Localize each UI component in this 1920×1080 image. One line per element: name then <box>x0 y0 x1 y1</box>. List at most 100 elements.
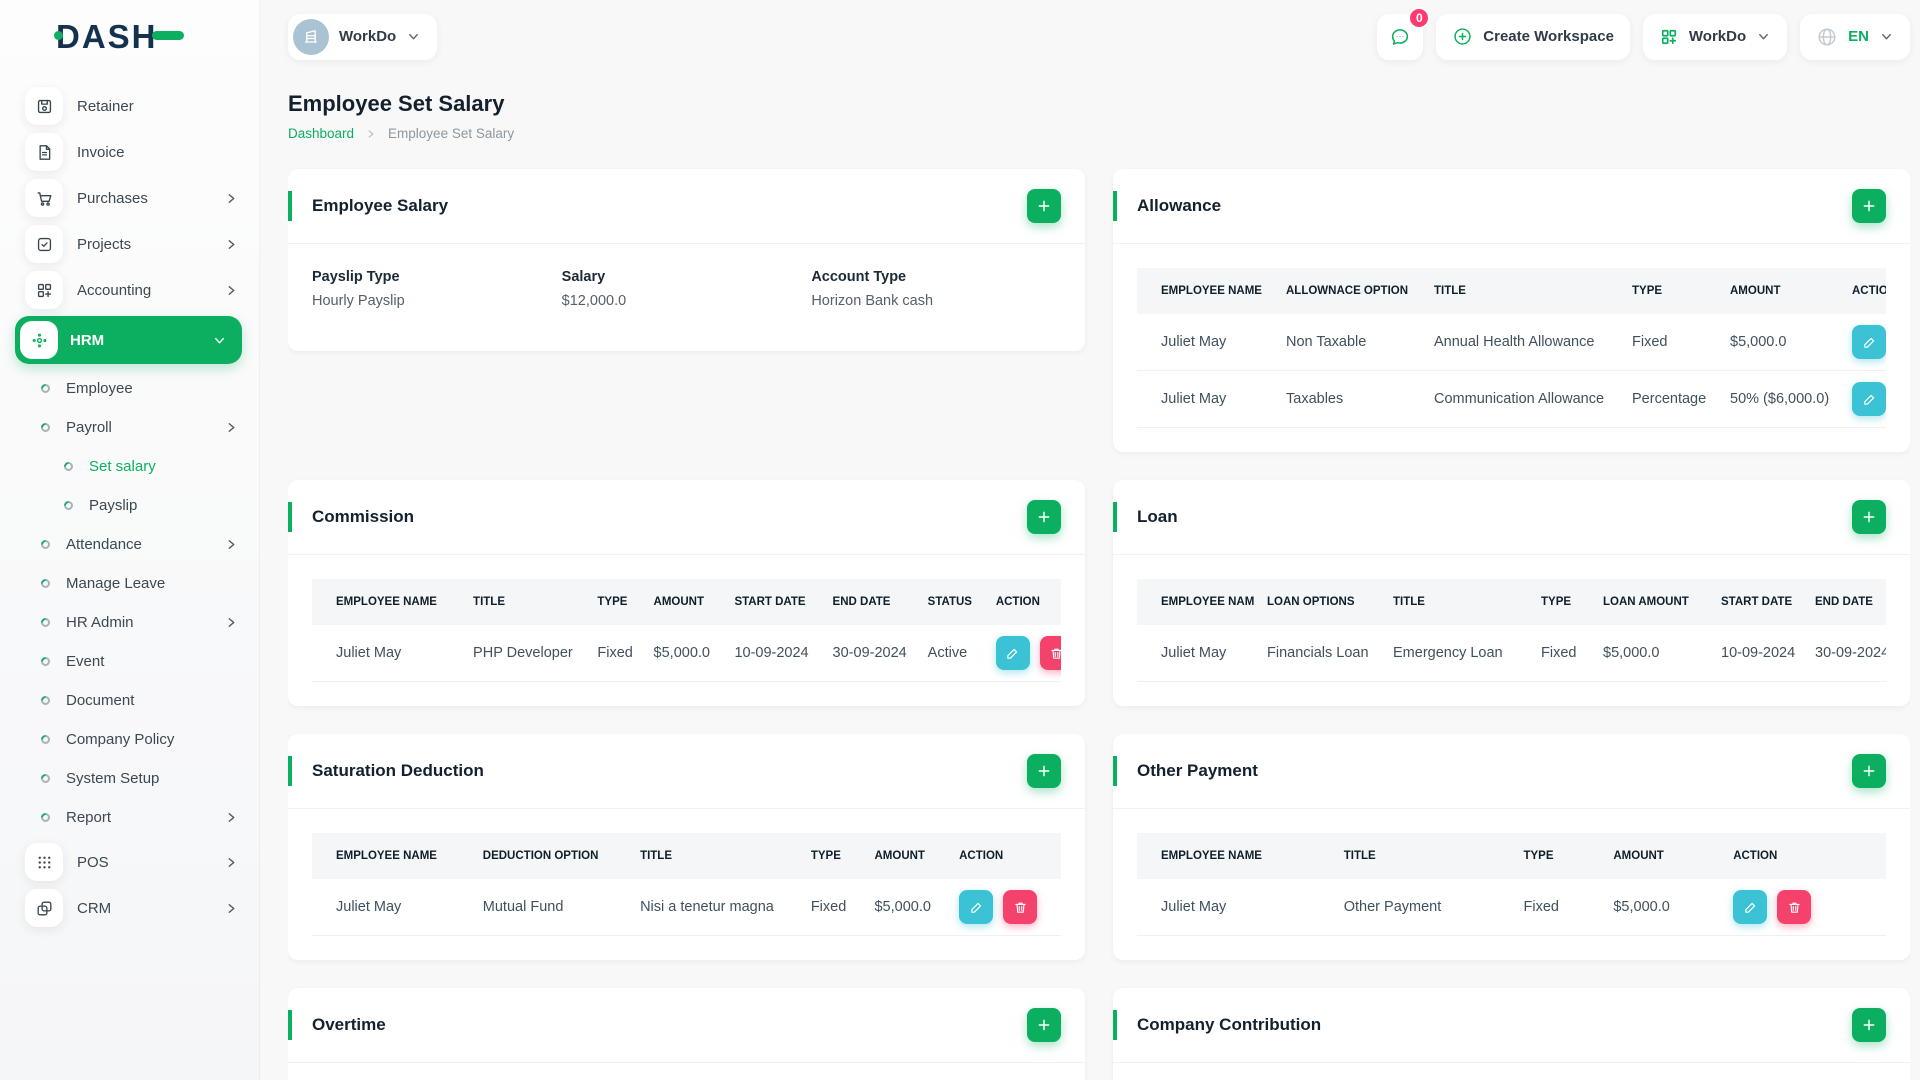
plus-icon <box>1038 765 1050 777</box>
table-row: Juliet May Financials Loan Emergency Loa… <box>1137 625 1886 682</box>
cell-action <box>1840 370 1886 428</box>
card-title: Allowance <box>1137 196 1222 215</box>
chevron-right-icon <box>228 857 235 867</box>
add-employee-salary-button[interactable] <box>1027 189 1061 223</box>
sidebar-item-purchases[interactable]: Purchases <box>25 177 239 219</box>
sidebar-item-employee[interactable]: Employee <box>0 369 239 408</box>
sidebar-item-event[interactable]: Event <box>0 642 239 681</box>
add-saturation-deduction-button[interactable] <box>1027 754 1061 788</box>
allowance-card: Allowance EMPLOYEE NAME ALLOWNACE OPTIO <box>1113 169 1910 452</box>
language-label: EN <box>1848 28 1869 45</box>
edit-button[interactable] <box>1852 325 1886 359</box>
column-header: LOAN AMOUNT <box>1591 579 1709 625</box>
sidebar-item-manage-leave[interactable]: Manage Leave <box>0 564 239 603</box>
cell-amount: $5,000.0 <box>1718 314 1840 371</box>
sidebar-item-hrm[interactable]: HRM <box>15 316 242 364</box>
column-header: AMOUNT <box>1718 268 1840 314</box>
trash-icon <box>1788 902 1800 913</box>
field-account-type: Account Type Horizon Bank cash <box>811 269 1061 309</box>
loan-table: EMPLOYEE NAME LOAN OPTIONS TITLE TYPE LO… <box>1137 579 1886 682</box>
sidebar-item-system-setup[interactable]: System Setup <box>0 759 239 798</box>
sidebar-item-retainer[interactable]: Retainer <box>25 85 239 127</box>
edit-button[interactable] <box>1733 890 1768 924</box>
workspace-avatar <box>293 18 329 55</box>
table-row: Juliet May Taxables Communication Allowa… <box>1137 370 1886 428</box>
column-header: TYPE <box>1511 833 1602 879</box>
sidebar-item-accounting[interactable]: Accounting <box>25 269 239 311</box>
loan-card: Loan EMPLOYEE NAME LOAN OPTIONS <box>1113 480 1910 706</box>
commission-table: EMPLOYEE NAME TITLE TYPE AMOUNT START DA… <box>312 579 1061 682</box>
sidebar-item-hr-admin[interactable]: HR Admin <box>0 603 239 642</box>
column-header: DEDUCTION OPTION <box>470 833 629 879</box>
saturation-deduction-table: EMPLOYEE NAME DEDUCTION OPTION TITLE TYP… <box>312 833 1061 936</box>
column-header: TITLE <box>628 833 799 879</box>
cell-title: Nisi a tenetur magna <box>628 879 799 936</box>
cell-employee-name: Juliet May <box>1137 314 1274 371</box>
sidebar-item-projects[interactable]: Projects <box>25 223 239 265</box>
table-header-row: EMPLOYEE NAME TITLE TYPE AMOUNT START DA… <box>312 579 1061 625</box>
chevron-right-icon <box>228 193 235 203</box>
sidebar-item-document[interactable]: Document <box>0 681 239 720</box>
bullet-icon <box>62 499 75 512</box>
sidebar-item-payroll[interactable]: Payroll <box>0 408 239 447</box>
cell-title: PHP Developer <box>461 625 586 682</box>
cell-end-date: 30-09-2024 <box>1803 625 1886 682</box>
column-header: TYPE <box>585 579 642 625</box>
sidebar-item-attendance[interactable]: Attendance <box>0 525 239 564</box>
cell-action <box>1721 879 1886 936</box>
plus-icon <box>1863 1019 1875 1031</box>
delete-button[interactable] <box>1003 890 1038 924</box>
cell-employee-name: Juliet May <box>312 879 471 936</box>
workspace-selector[interactable]: WorkDo <box>288 13 438 60</box>
sidebar-item-payslip[interactable]: Payslip <box>0 486 239 525</box>
add-other-payment-button[interactable] <box>1852 754 1886 788</box>
sidebar-item-set-salary[interactable]: Set salary <box>0 447 239 486</box>
add-company-contribution-button[interactable] <box>1852 1008 1886 1042</box>
dash-logo[interactable]: DASH <box>54 18 183 56</box>
add-commission-button[interactable] <box>1027 500 1061 534</box>
sidebar-item-label: Manage Leave <box>66 575 166 592</box>
delete-button[interactable] <box>1039 636 1061 670</box>
breadcrumb: Dashboard Employee Set Salary <box>288 126 1910 141</box>
column-header: AMOUNT <box>641 579 723 625</box>
cell-employee-name: Juliet May <box>1137 879 1332 936</box>
cell-employee-name: Juliet May <box>312 625 462 682</box>
card-title: Company Contribution <box>1137 1015 1322 1034</box>
add-overtime-button[interactable] <box>1027 1008 1061 1042</box>
sidebar-item-invoice[interactable]: Invoice <box>25 131 239 173</box>
add-loan-button[interactable] <box>1852 500 1886 534</box>
messages-button[interactable]: 0 <box>1377 6 1431 60</box>
workdo-menu[interactable]: WorkDo <box>1642 13 1788 60</box>
sidebar-item-report[interactable]: Report <box>0 798 239 837</box>
breadcrumb-dashboard-link[interactable]: Dashboard <box>288 126 355 141</box>
column-header: AMOUNT <box>1601 833 1722 879</box>
edit-button[interactable] <box>1852 382 1886 416</box>
sidebar-item-label: Projects <box>77 235 132 253</box>
sidebar-item-label: HRM <box>70 331 105 349</box>
edit-button[interactable] <box>995 636 1030 670</box>
table-header-row: EMPLOYEE NAME ALLOWNACE OPTION TITLE TYP… <box>1137 268 1886 314</box>
language-selector[interactable]: EN <box>1800 13 1910 60</box>
create-workspace-button[interactable]: Create Workspace <box>1436 13 1630 60</box>
table-wrapper: EMPLOYEE NAME TITLE TYPE AMOUNT ACTION J… <box>1113 809 1910 960</box>
field-label: Salary <box>561 269 606 285</box>
trash-icon <box>1051 648 1061 659</box>
edit-button[interactable] <box>959 890 994 924</box>
column-header: EMPLOYEE NAME <box>312 579 462 625</box>
sidebar-item-company-policy[interactable]: Company Policy <box>0 720 239 759</box>
cell-action <box>983 625 1061 682</box>
column-header: TITLE <box>1422 268 1620 314</box>
sidebar-item-crm[interactable]: CRM <box>25 887 239 929</box>
chevron-down-icon <box>409 33 419 40</box>
bullet-icon <box>39 694 52 707</box>
other-payment-table: EMPLOYEE NAME TITLE TYPE AMOUNT ACTION J… <box>1137 833 1886 936</box>
plus-icon <box>1863 765 1875 777</box>
cell-amount: $5,000.0 <box>1601 879 1722 936</box>
table-row: Juliet May Non Taxable Annual Health All… <box>1137 314 1886 371</box>
delete-button[interactable] <box>1777 890 1812 924</box>
add-allowance-button[interactable] <box>1852 189 1886 223</box>
cell-amount: 50% ($6,000.0) <box>1718 370 1840 428</box>
sidebar: DASH Retainer Invoice Purchases <box>0 0 260 1080</box>
sidebar-item-pos[interactable]: POS <box>25 841 239 883</box>
